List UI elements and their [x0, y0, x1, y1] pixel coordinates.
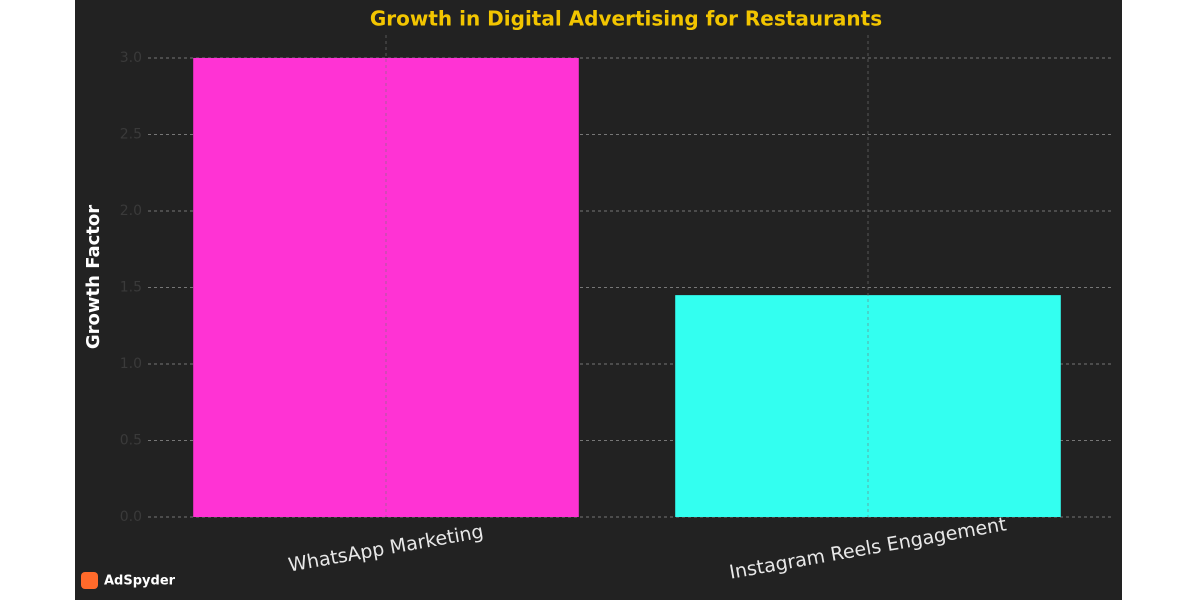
y-tick-label: 0.0 — [120, 509, 142, 525]
y-tick-label: 1.5 — [120, 279, 142, 295]
bar — [675, 295, 1061, 517]
y-tick-label: 0.5 — [120, 432, 142, 448]
chart-title: Growth in Digital Advertising for Restau… — [370, 7, 882, 31]
y-tick-label: 3.0 — [120, 50, 142, 66]
watermark: AdSpyder — [104, 574, 176, 589]
y-tick-label: 2.0 — [120, 203, 142, 219]
y-axis-label: Growth Factor — [83, 205, 104, 349]
y-tick-label: 2.5 — [120, 126, 142, 142]
watermark-logo — [81, 572, 98, 589]
y-tick-label: 1.0 — [120, 356, 142, 372]
